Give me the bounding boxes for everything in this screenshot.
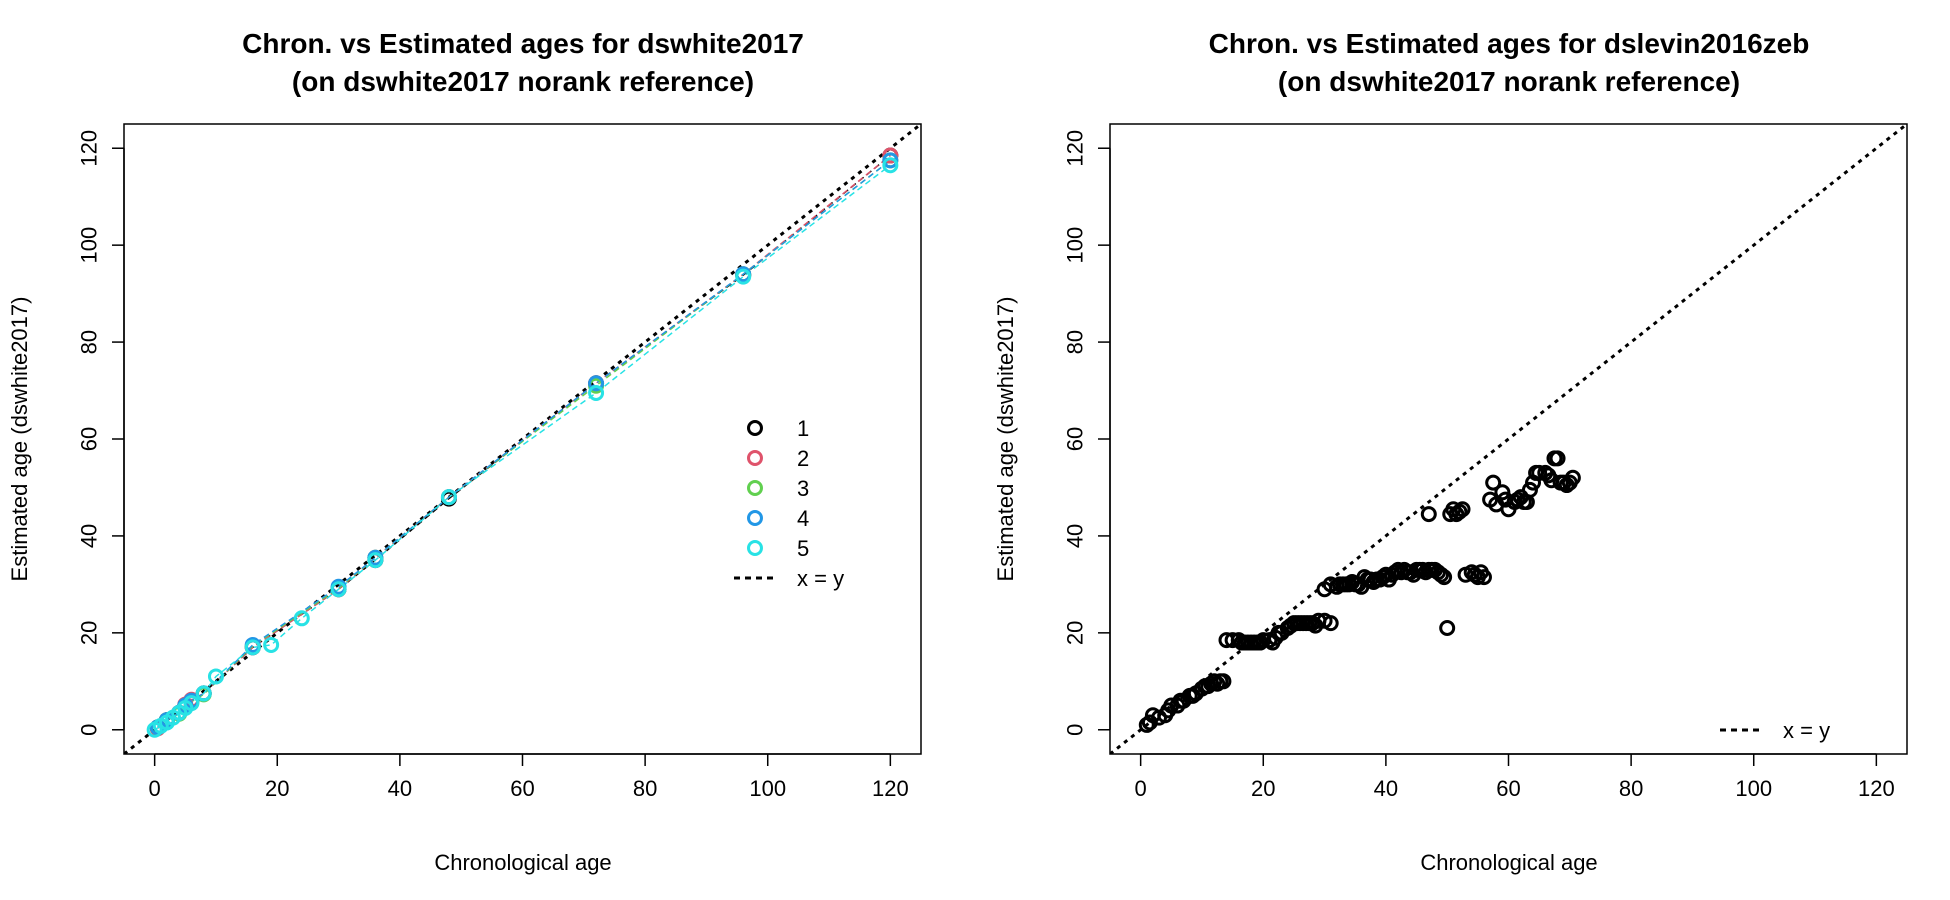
y-tick-label: 100 <box>1063 227 1088 264</box>
data-point <box>1215 673 1232 690</box>
data-point <box>1475 569 1492 586</box>
data-point-series-5 <box>367 552 384 569</box>
x-tick-label: 60 <box>1496 776 1520 801</box>
legend-label: 2 <box>797 446 809 471</box>
y-tick-label: 120 <box>1063 130 1088 167</box>
data-point <box>1485 474 1502 491</box>
y-tick-label: 80 <box>77 330 102 354</box>
data-point-series-5 <box>183 695 200 712</box>
x-tick-label: 0 <box>149 776 161 801</box>
y-axis: 0 20 40 60 80 100 120 <box>77 130 125 736</box>
x-tick-label: 100 <box>749 776 786 801</box>
legend-label: 5 <box>797 536 809 561</box>
y-axis-label: Estimated age (dswhite2017) <box>7 297 32 582</box>
chart-subtitle: (on dswhite2017 norank reference) <box>1278 66 1740 97</box>
data-point <box>1420 506 1437 523</box>
data-point <box>1564 469 1581 486</box>
legend-marker <box>747 540 763 556</box>
data-point-series-5 <box>293 610 310 627</box>
y-axis-label: Estimated age (dswhite2017) <box>993 297 1018 582</box>
data-point <box>1494 484 1511 501</box>
data-point-series-4 <box>882 152 899 169</box>
data-point-series-5 <box>440 489 457 506</box>
x-tick-label: 60 <box>510 776 534 801</box>
data-point <box>1439 620 1456 636</box>
data-point-series-5 <box>330 581 347 598</box>
y-tick-label: 40 <box>77 524 102 548</box>
legend: x = y <box>1720 718 1830 743</box>
chart-left: Chron. vs Estimated ages for dswhite2017… <box>7 28 922 875</box>
x-tick-label: 120 <box>872 776 909 801</box>
y-tick-label: 80 <box>1063 330 1088 354</box>
legend-marker <box>747 420 763 436</box>
legend-marker <box>747 450 763 466</box>
points-layer <box>146 147 899 738</box>
reference-line-layer <box>124 124 921 754</box>
legend: 1 2 3 4 5 x = y <box>734 416 844 591</box>
data-point <box>1436 569 1453 586</box>
data-point-series-5 <box>207 668 224 685</box>
points-layer <box>1138 450 1581 733</box>
data-point-series-2 <box>882 147 899 164</box>
y-tick-label: 20 <box>1063 621 1088 645</box>
y-tick-label: 40 <box>1063 524 1088 548</box>
data-point <box>1521 481 1538 498</box>
data-point-series-5 <box>244 639 261 656</box>
data-point-series-5 <box>588 384 605 401</box>
x-axis: 0 20 40 60 80 100 120 <box>149 753 909 801</box>
legend-label: x = y <box>1783 718 1830 743</box>
x-equals-y-line <box>124 124 921 754</box>
chart-title: Chron. vs Estimated ages for dswhite2017 <box>242 28 804 59</box>
legend-label: 3 <box>797 476 809 501</box>
y-tick-label: 20 <box>77 621 102 645</box>
y-tick-label: 0 <box>1063 724 1088 736</box>
legend-marker <box>747 510 763 526</box>
y-axis: 0 20 40 60 80 100 120 <box>1063 130 1111 736</box>
y-tick-label: 60 <box>1063 427 1088 451</box>
data-point-series-5 <box>263 636 280 653</box>
series-connector-2 <box>157 154 891 729</box>
x-tick-label: 120 <box>1858 776 1895 801</box>
x-tick-label: 40 <box>1374 776 1398 801</box>
data-point <box>1454 501 1471 518</box>
y-tick-label: 0 <box>77 724 102 736</box>
x-equals-y-line <box>1110 124 1907 754</box>
x-axis-label: Chronological age <box>434 850 611 875</box>
x-tick-label: 20 <box>265 776 289 801</box>
legend-label: 1 <box>797 416 809 441</box>
data-point <box>1549 450 1566 467</box>
reference-line-layer <box>1110 124 1907 754</box>
y-tick-label: 100 <box>77 227 102 264</box>
legend-marker <box>747 480 763 496</box>
chart-subtitle: (on dswhite2017 norank reference) <box>292 66 754 97</box>
legend-label: 4 <box>797 506 809 531</box>
chart-title: Chron. vs Estimated ages for dslevin2016… <box>1209 28 1810 59</box>
x-tick-label: 80 <box>633 776 657 801</box>
data-point-series-5 <box>735 268 752 285</box>
data-point-series-4 <box>588 375 605 392</box>
data-point-series-5 <box>882 157 899 174</box>
x-axis: 0 20 40 60 80 100 120 <box>1135 753 1895 801</box>
data-point-series-5 <box>195 685 212 702</box>
y-tick-label: 120 <box>77 130 102 167</box>
y-tick-label: 60 <box>77 427 102 451</box>
x-axis-label: Chronological age <box>1420 850 1597 875</box>
data-point <box>1322 615 1339 632</box>
x-tick-label: 100 <box>1735 776 1772 801</box>
legend-label: x = y <box>797 566 844 591</box>
chart-right: Chron. vs Estimated ages for dslevin2016… <box>993 28 1908 875</box>
data-point <box>1531 464 1548 481</box>
x-tick-label: 80 <box>1619 776 1643 801</box>
x-tick-label: 40 <box>388 776 412 801</box>
x-tick-label: 0 <box>1135 776 1147 801</box>
x-tick-label: 20 <box>1251 776 1275 801</box>
